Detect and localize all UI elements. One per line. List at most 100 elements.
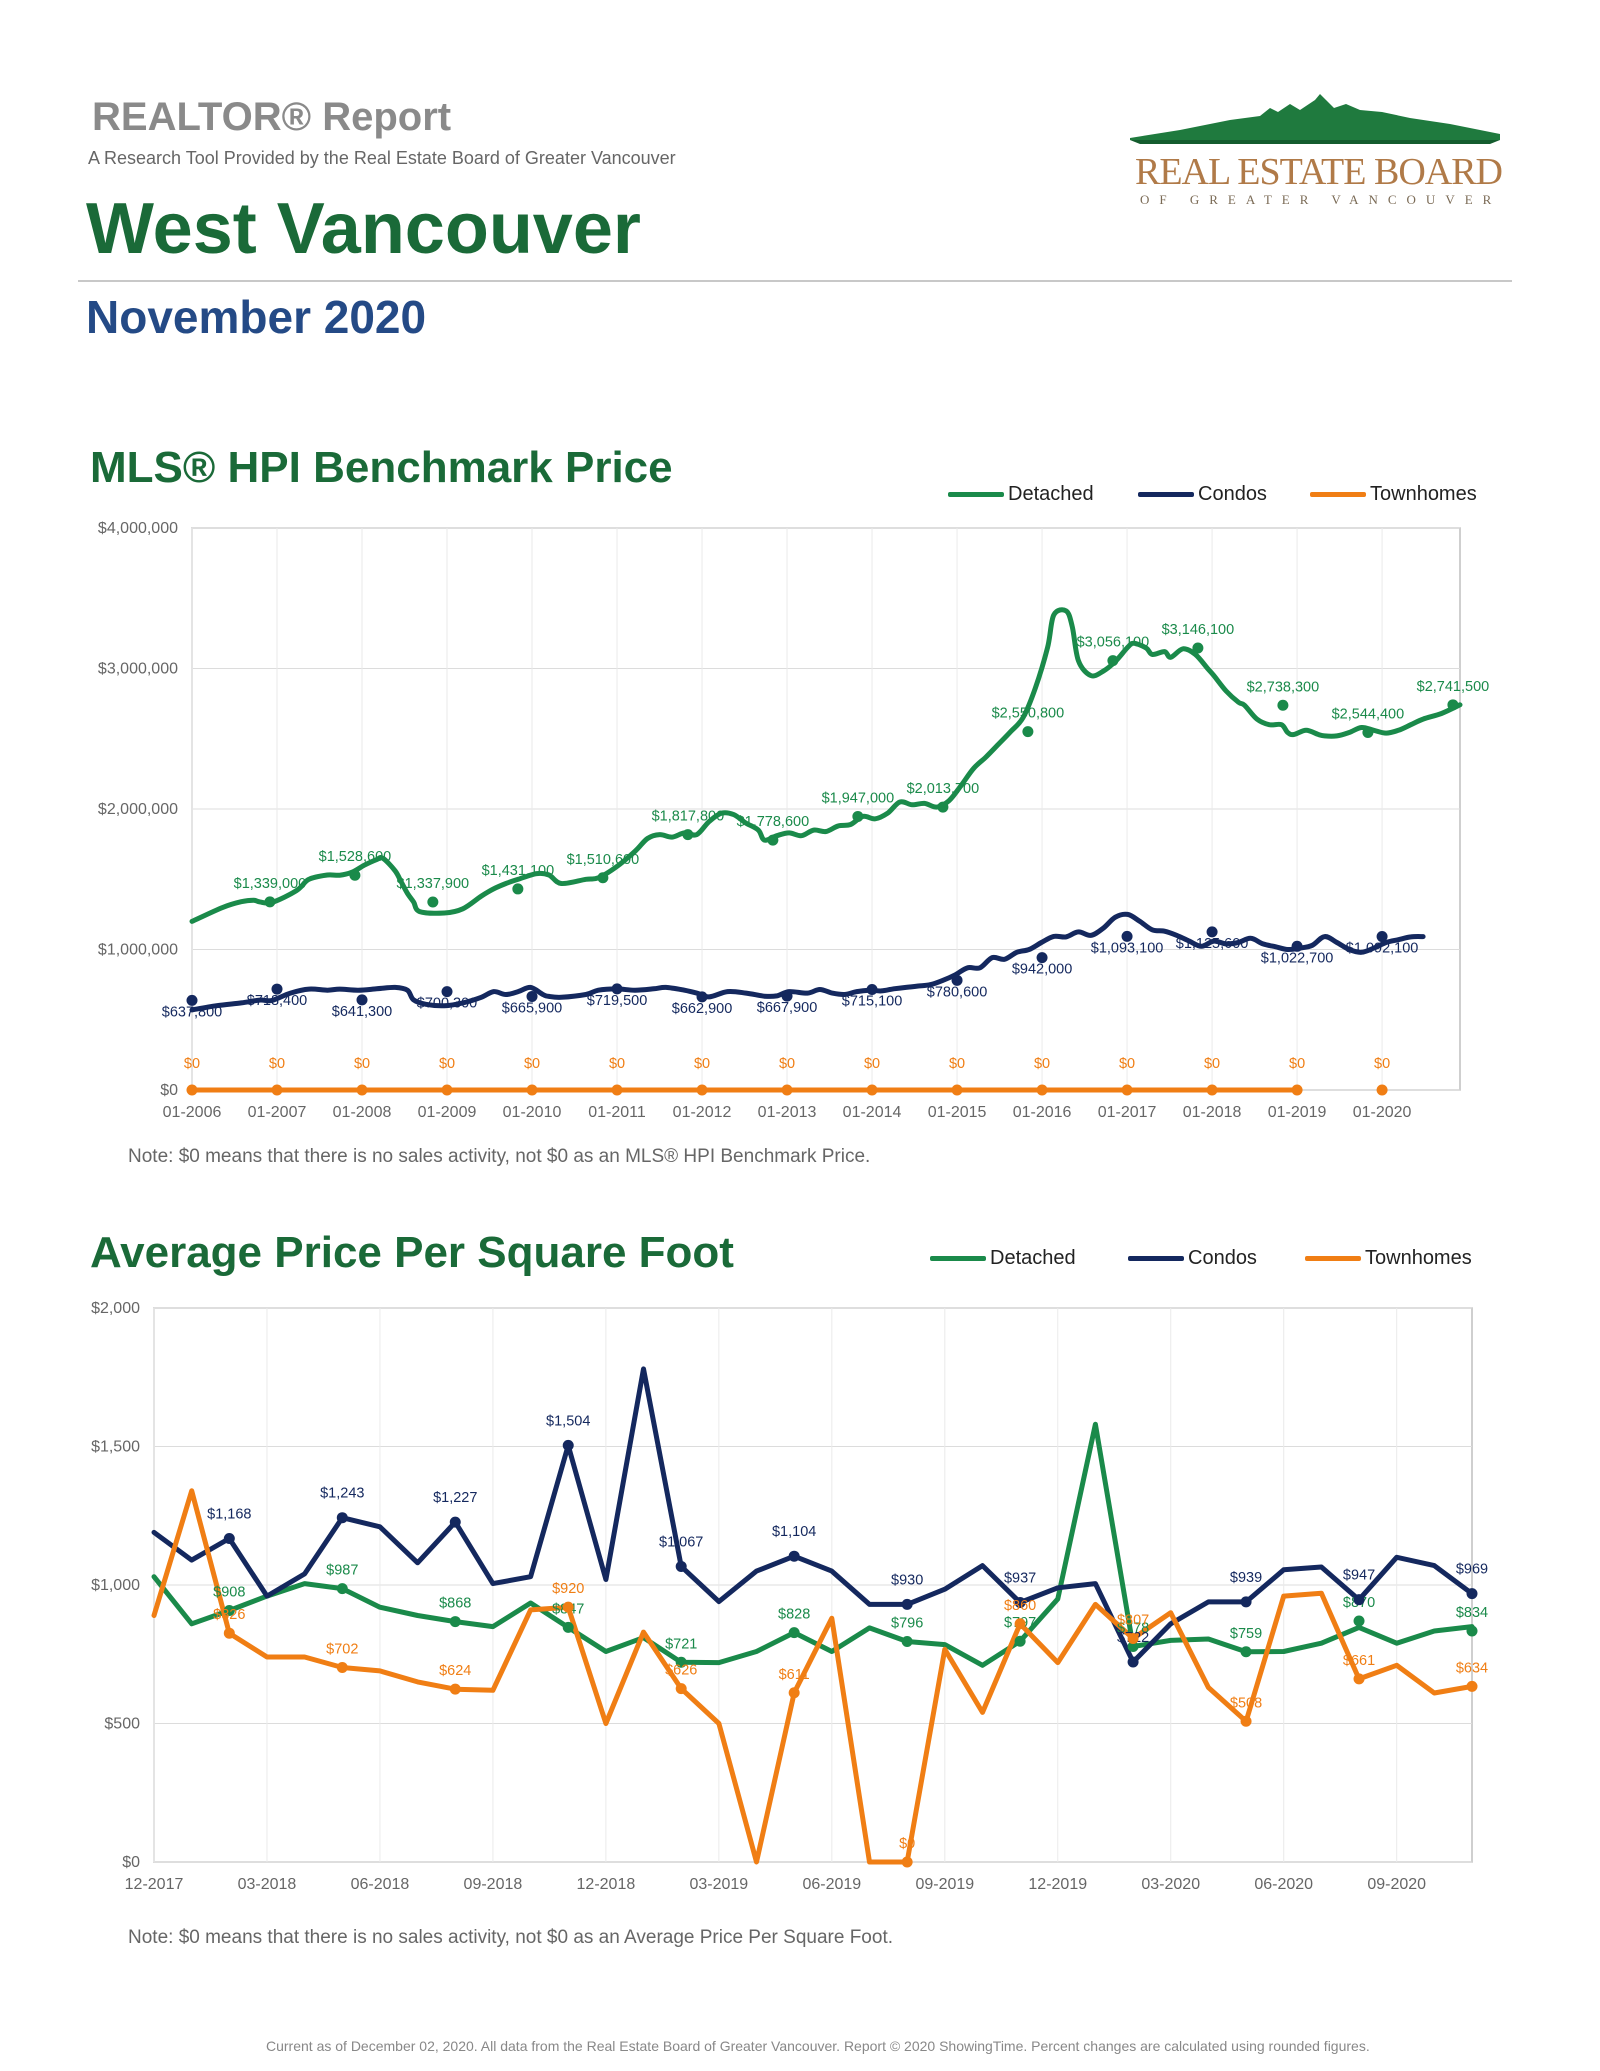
- data-point-condos: [1466, 1588, 1478, 1600]
- data-point-detached: [223, 1604, 235, 1616]
- data-point-townhomes: [526, 1084, 538, 1096]
- x-tick-label: 09-2018: [464, 1876, 523, 1893]
- legend-label: Detached: [1008, 483, 1094, 505]
- logo-line2: OF GREATER VANCOUVER: [1140, 192, 1502, 207]
- data-point-detached: [1277, 699, 1289, 711]
- y-tick-label: $500: [104, 1716, 140, 1733]
- x-tick-label: 01-2008: [333, 1104, 392, 1121]
- data-point-detached: [767, 834, 779, 846]
- data-point-condos: [356, 994, 368, 1006]
- data-point-condos: [1206, 926, 1218, 938]
- data-point-detached: [1466, 1625, 1478, 1637]
- data-point-townhomes: [441, 1084, 453, 1096]
- data-point-detached: [788, 1627, 800, 1639]
- y-tick-label: $1,500: [91, 1439, 140, 1456]
- series-line-detached: [151, 1421, 1475, 1668]
- data-point-condos: [562, 1439, 574, 1451]
- y-tick-label: $1,000: [91, 1577, 140, 1594]
- data-label-detached: $1,510,600: [567, 852, 640, 868]
- data-point-condos: [781, 990, 793, 1002]
- data-label-condos: $942,000: [1012, 962, 1072, 978]
- benchmark-price-chart: $0 $1,000,000 $2,000,000 $3,000,000 $4,000,0…: [98, 520, 1490, 1121]
- data-point-detached: [675, 1656, 687, 1668]
- x-tick-label: 12-2018: [577, 1876, 636, 1893]
- y-tick-label: $2,000,000: [98, 801, 178, 818]
- data-point-townhomes: [1014, 1618, 1026, 1630]
- data-point-townhomes: [186, 1084, 198, 1096]
- data-label-townhomes: $826: [213, 1607, 245, 1623]
- data-label-condos: $1,093,100: [1091, 940, 1164, 956]
- data-label-detached: $1,528,600: [319, 849, 392, 865]
- data-label-townhomes: $0: [864, 1056, 880, 1072]
- x-tick-label: 01-2017: [1098, 1104, 1157, 1121]
- data-point-townhomes: [562, 1601, 574, 1613]
- x-tick-label: 01-2018: [1183, 1104, 1242, 1121]
- data-label-detached: $828: [778, 1607, 810, 1623]
- legend-label: Detached: [990, 1247, 1076, 1269]
- chart2-note: Note: $0 means that there is no sales ac…: [128, 1927, 894, 1948]
- data-label-townhomes: $0: [269, 1056, 285, 1072]
- x-tick-label: 01-2014: [843, 1104, 902, 1121]
- legend-item-townhomes: Townhomes: [1305, 1247, 1472, 1270]
- board-logo: [1130, 94, 1500, 144]
- data-point-townhomes: [1206, 1084, 1218, 1096]
- x-tick-label: 01-2007: [248, 1104, 307, 1121]
- data-label-townhomes: $611: [779, 1667, 810, 1683]
- x-tick-label: 01-2013: [758, 1104, 817, 1121]
- data-point-condos: [1014, 1596, 1026, 1608]
- data-label-condos: $1,104: [772, 1524, 816, 1540]
- data-point-detached: [1240, 1646, 1252, 1658]
- data-point-townhomes: [449, 1683, 461, 1695]
- data-label-condos: $1,022,700: [1261, 950, 1334, 966]
- data-point-detached: [512, 883, 524, 895]
- data-point-townhomes: [696, 1084, 708, 1096]
- data-label-detached: $2,741,500: [1417, 679, 1490, 695]
- x-tick-label: 06-2018: [351, 1876, 410, 1893]
- data-label-townhomes: $0: [779, 1056, 795, 1072]
- area-title: West Vancouver: [86, 189, 641, 269]
- x-tick-label: 06-2020: [1254, 1876, 1313, 1893]
- data-label-detached: $1,817,800: [652, 809, 725, 825]
- data-point-detached: [937, 801, 949, 813]
- report-subtitle: A Research Tool Provided by the Real Est…: [88, 148, 676, 168]
- x-tick-label: 01-2009: [418, 1104, 477, 1121]
- data-point-condos: [611, 983, 623, 995]
- price-per-sqft-chart: $0 $500 $1,000 $1,500 $2,000 12-2017 03-2018 06…: [91, 1300, 1488, 1893]
- data-point-townhomes: [1127, 1632, 1139, 1644]
- data-label-townhomes: $508: [1230, 1695, 1262, 1711]
- data-label-condos: $780,600: [927, 984, 987, 1000]
- data-label-condos: $969: [1456, 1562, 1488, 1578]
- legend-label: Condos: [1198, 483, 1267, 505]
- chart1-note: Note: $0 means that there is no sales ac…: [128, 1146, 871, 1167]
- data-label-condos: $662,900: [672, 1001, 732, 1017]
- data-point-townhomes: [866, 1084, 878, 1096]
- data-label-detached: $2,550,800: [992, 706, 1065, 722]
- y-tick-label: $4,000,000: [98, 520, 178, 537]
- data-point-condos: [675, 1560, 687, 1572]
- data-label-detached: $1,431,100: [482, 863, 555, 879]
- data-label-detached: $1,337,900: [397, 876, 470, 892]
- data-label-townhomes: $807: [1117, 1612, 1149, 1628]
- data-label-detached: $2,544,400: [1332, 707, 1405, 723]
- data-label-detached: $987: [326, 1563, 358, 1579]
- data-label-condos: $1,243: [320, 1486, 364, 1502]
- data-label-condos: $1,067: [659, 1534, 703, 1550]
- logo-line1: REAL ESTATE BOARD: [1135, 151, 1503, 193]
- data-point-townhomes: [1240, 1715, 1252, 1727]
- legend-swatch-detached: [948, 492, 1004, 498]
- data-label-detached: $834: [1456, 1605, 1488, 1621]
- data-point-townhomes: [336, 1662, 348, 1674]
- x-tick-label: 03-2019: [689, 1876, 748, 1893]
- data-point-condos: [441, 986, 453, 998]
- data-point-detached: [1362, 727, 1374, 739]
- data-label-condos: $947: [1343, 1568, 1375, 1584]
- data-label-detached: $759: [1230, 1626, 1262, 1642]
- data-label-condos: $937: [1004, 1570, 1036, 1586]
- chart2-title: Average Price Per Square Foot: [90, 1228, 734, 1277]
- data-label-condos: $930: [891, 1572, 923, 1588]
- x-tick-label: 01-2020: [1353, 1104, 1412, 1121]
- data-point-detached: [1192, 642, 1204, 654]
- data-point-condos: [788, 1550, 800, 1562]
- x-tick-label: 06-2019: [802, 1876, 861, 1893]
- data-point-detached: [1127, 1640, 1139, 1652]
